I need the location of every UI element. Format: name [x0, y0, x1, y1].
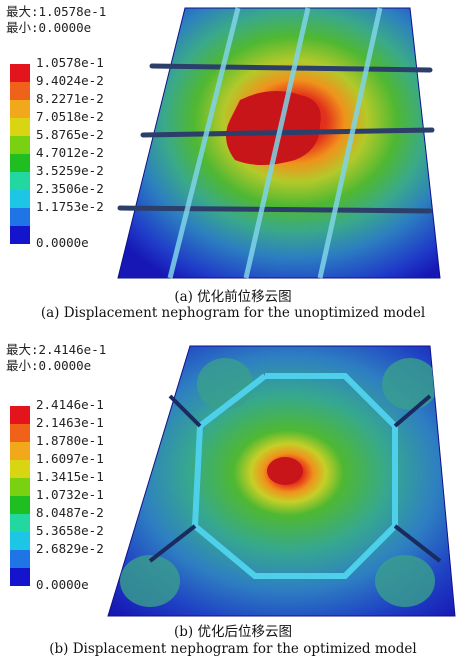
legend-item: 5.8765e-2 [10, 127, 120, 154]
legend-swatch [10, 496, 30, 514]
min-value: 最小:0.0000e [6, 20, 92, 35]
legend-swatch [10, 550, 30, 568]
legend-label: 2.3506e-2 [36, 181, 104, 196]
legend-swatch [10, 118, 30, 136]
legend-label: 1.1753e-2 [36, 199, 104, 214]
legend-swatch [10, 424, 30, 442]
legend-item: 1.0732e-1 [10, 487, 120, 514]
legend-label: 1.8780e-1 [36, 433, 104, 448]
panel-unoptimized: 最大:1.0578e-1 最小:0.0000e 1.0578e-1 9.4024e… [0, 0, 466, 328]
legend-swatch [10, 154, 30, 172]
legend-swatch [10, 64, 30, 82]
legend-label: 2.1463e-1 [36, 415, 104, 430]
panel-optimized: 最大:2.4146e-1 最小:0.0000e 2.4146e-1 2.1463e… [0, 336, 466, 663]
center-hotspot [267, 457, 303, 485]
octagon-ribs [191, 373, 398, 579]
caption-cn-b: (b) 优化后位移云图 [174, 624, 292, 640]
legend-swatch [10, 226, 30, 244]
center-hotspot [226, 91, 321, 165]
legend-item: 4.7012e-2 [10, 145, 120, 172]
legend-item: 7.0518e-2 [10, 109, 120, 136]
legend-swatch [10, 406, 30, 424]
legend-label: 2.6829e-2 [36, 541, 104, 556]
legend-item: 5.3658e-2 [10, 523, 120, 550]
legend-label: 0.0000e [36, 235, 89, 250]
legend-label: 0.0000e [36, 577, 89, 592]
vertical-ribs [167, 7, 383, 279]
legend-label: 1.0732e-1 [36, 487, 104, 502]
legend-label: 7.0518e-2 [36, 109, 104, 124]
legend-item: 1.6097e-1 [10, 451, 120, 478]
legend-swatch [10, 190, 30, 208]
legend-item: 8.0487e-2 [10, 505, 120, 532]
caption-en-b: (b) Displacement nephogram for the optim… [49, 641, 417, 657]
caption-cn-a: (a) 优化前位移云图 [174, 289, 292, 305]
legend-swatch [10, 100, 30, 118]
stats-unoptimized: 最大:1.0578e-1 最小:0.0000e [6, 4, 106, 36]
legend-label: 2.4146e-1 [36, 397, 104, 412]
legend-swatch [10, 514, 30, 532]
stats-optimized: 最大:2.4146e-1 最小:0.0000e [6, 342, 106, 374]
max-value: 最大:2.4146e-1 [6, 342, 107, 357]
contour-plot-optimized [107, 345, 456, 617]
legend-item: 0.0000e [10, 568, 120, 592]
legend-swatch [10, 136, 30, 154]
legend-swatch [10, 172, 30, 190]
radial-ribs [148, 394, 442, 563]
legend-swatch [10, 208, 30, 226]
legend-swatch [10, 478, 30, 496]
legend-label: 1.3415e-1 [36, 469, 104, 484]
horizontal-ribs [117, 63, 435, 214]
legend-item: 1.8780e-1 [10, 433, 120, 460]
legend-swatch [10, 532, 30, 550]
legend-item: 2.4146e-1 [10, 397, 120, 424]
legend-label: 4.7012e-2 [36, 145, 104, 160]
legend-label: 1.6097e-1 [36, 451, 104, 466]
legend-item: 1.1753e-2 [10, 199, 120, 226]
legend-item: 2.3506e-2 [10, 181, 120, 208]
legend-swatch [10, 442, 30, 460]
caption-en-a: (a) Displacement nephogram for the unopt… [40, 305, 426, 321]
legend-label: 5.3658e-2 [36, 523, 104, 538]
legend-item: 9.4024e-2 [10, 73, 120, 100]
legend-item: 2.1463e-1 [10, 415, 120, 442]
legend-label: 3.5259e-2 [36, 163, 104, 178]
legend-swatch [10, 568, 30, 586]
legend-item: 0.0000e [10, 226, 120, 250]
legend-label: 1.0578e-1 [36, 55, 104, 70]
legend-item: 2.6829e-2 [10, 541, 120, 568]
legend-label: 9.4024e-2 [36, 73, 104, 88]
contour-plot-unoptimized [117, 7, 441, 279]
legend-label: 5.8765e-2 [36, 127, 104, 142]
legend-item: 8.2271e-2 [10, 91, 120, 118]
legend-swatch [10, 82, 30, 100]
legend-label: 8.2271e-2 [36, 91, 104, 106]
max-value: 最大:1.0578e-1 [6, 4, 107, 19]
legend-swatch [10, 460, 30, 478]
legend-item: 1.0578e-1 [10, 55, 120, 82]
min-value: 最小:0.0000e [6, 358, 92, 373]
legend-item: 1.3415e-1 [10, 469, 120, 496]
legend-label: 8.0487e-2 [36, 505, 104, 520]
legend-item: 3.5259e-2 [10, 163, 120, 190]
